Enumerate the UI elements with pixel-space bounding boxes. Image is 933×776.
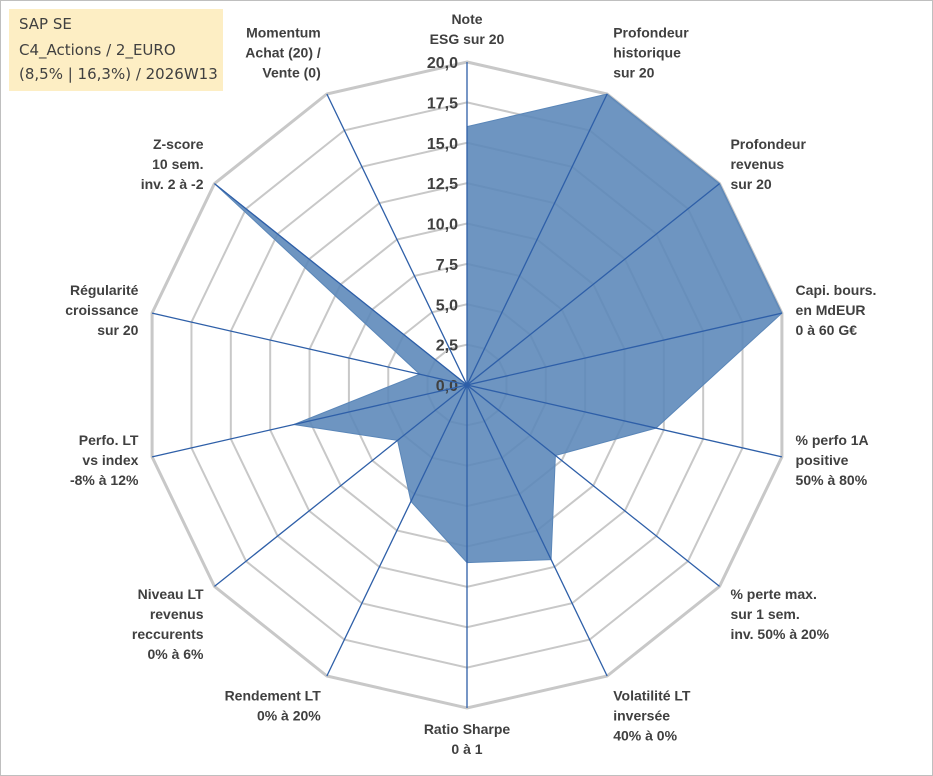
- radar-tick-labels: 0,02,55,07,510,012,515,017,520,0: [427, 55, 458, 395]
- axis-label-5-line-0: % perte max.: [730, 586, 816, 602]
- axis-label-4-line-2: 50% à 80%: [796, 472, 868, 488]
- axis-label-13-line-2: Vente (0): [262, 64, 320, 80]
- axis-label-4: % perfo 1A positive 50% à 80%: [796, 432, 869, 488]
- axis-label-7-line-0: Ratio Sharpe: [424, 721, 511, 737]
- spoke-2: [466, 183, 720, 386]
- axis-label-10-line-1: vs index: [82, 452, 138, 468]
- axis-label-11-line-0: Régularité: [70, 282, 139, 298]
- axis-label-1: Profondeur historique sur 20: [613, 24, 689, 80]
- axis-label-1-line-0: Profondeur: [613, 24, 689, 40]
- axis-label-7-line-1: 0 à 1: [451, 741, 482, 757]
- tick-label-6: 15,0: [427, 136, 458, 153]
- axis-label-2-line-2: sur 20: [730, 176, 771, 192]
- axis-label-5-line-2: inv. 50% à 20%: [730, 626, 829, 642]
- radar-spokes: [151, 62, 783, 708]
- axis-label-8-line-1: 0% à 20%: [257, 708, 321, 724]
- spoke-12: [214, 183, 468, 386]
- axis-label-6-line-1: inversée: [613, 708, 670, 724]
- axis-label-11-line-2: sur 20: [97, 322, 138, 338]
- axis-label-9: Niveau LT revenus reccurents 0% à 6%: [132, 586, 204, 662]
- axis-label-13-line-1: Achat (20) /: [245, 44, 321, 60]
- tick-label-8: 20,0: [427, 55, 458, 72]
- spoke-6: [466, 384, 608, 677]
- axis-label-6-line-0: Volatilité LT: [613, 688, 691, 704]
- tick-label-2: 5,0: [436, 297, 458, 314]
- axis-label-6: Volatilité LT inversée 40% à 0%: [613, 688, 691, 744]
- spoke-10: [151, 384, 468, 458]
- spoke-13: [326, 93, 468, 386]
- axis-label-4-line-0: % perfo 1A: [796, 432, 869, 448]
- axis-label-6-line-2: 40% à 0%: [613, 728, 677, 744]
- tick-label-7: 17,5: [427, 95, 458, 112]
- axis-label-5: % perte max. sur 1 sem. inv. 50% à 20%: [730, 586, 829, 642]
- info-box: SAP SE C4_Actions / 2_EURO (8,5% | 16,3%…: [9, 9, 223, 91]
- axis-label-3-line-2: 0 à 60 G€: [796, 322, 858, 338]
- axis-label-11: Régularité croissance sur 20: [65, 282, 138, 338]
- axis-label-5-line-1: sur 1 sem.: [730, 606, 799, 622]
- tick-label-3: 7,5: [436, 257, 458, 274]
- axis-label-12-line-0: Z-score: [153, 136, 204, 152]
- axis-label-3: Capi. bours. en MdEUR 0 à 60 G€: [796, 282, 877, 338]
- axis-label-3-line-0: Capi. bours.: [796, 282, 877, 298]
- axis-label-12-line-1: 10 sem.: [152, 156, 203, 172]
- axis-label-1-line-1: historique: [613, 44, 681, 60]
- spoke-5: [466, 384, 720, 587]
- company-name: SAP SE: [19, 15, 72, 33]
- axis-label-2-line-1: revenus: [730, 156, 784, 172]
- axis-label-9-line-0: Niveau LT: [138, 586, 204, 602]
- axis-label-8-line-0: Rendement LT: [225, 688, 322, 704]
- axis-label-4-line-1: positive: [796, 452, 849, 468]
- spoke-8: [326, 384, 468, 677]
- axis-label-11-line-1: croissance: [65, 302, 138, 318]
- category-label: C4_Actions / 2_EURO: [19, 41, 176, 59]
- axis-label-12-line-2: inv. 2 à -2: [141, 176, 204, 192]
- axis-label-0-line-1: ESG sur 20: [430, 31, 505, 47]
- axis-label-2: Profondeur revenus sur 20: [730, 136, 806, 192]
- radar-axis-labels: Note ESG sur 20 Profondeur historique sur 20…: [65, 11, 876, 757]
- axis-label-8: Rendement LT 0% à 20%: [225, 688, 322, 724]
- axis-label-0: Note ESG sur 20: [430, 11, 505, 47]
- axis-label-9-line-2: reccurents: [132, 626, 204, 642]
- spoke-3: [466, 312, 783, 386]
- axis-label-1-line-2: sur 20: [613, 64, 654, 80]
- spoke-11: [151, 312, 468, 386]
- axis-label-9-line-3: 0% à 6%: [147, 646, 204, 662]
- spoke-1: [466, 93, 608, 386]
- axis-label-10-line-2: -8% à 12%: [70, 472, 139, 488]
- spoke-9: [214, 384, 468, 587]
- period-label: (8,5% | 16,3%) / 2026W13: [19, 65, 218, 83]
- axis-label-3-line-1: en MdEUR: [796, 302, 866, 318]
- tick-label-5: 12,5: [427, 176, 458, 193]
- tick-label-4: 10,0: [427, 217, 458, 234]
- axis-label-12: Z-score 10 sem. inv. 2 à -2: [141, 136, 204, 192]
- axis-label-10-line-0: Perfo. LT: [79, 432, 139, 448]
- spoke-4: [466, 384, 783, 458]
- axis-label-10: Perfo. LT vs index -8% à 12%: [70, 432, 139, 488]
- tick-label-1: 2,5: [436, 338, 458, 355]
- axis-label-2-line-0: Profondeur: [730, 136, 806, 152]
- axis-label-13-line-0: Momentum: [246, 24, 321, 40]
- axis-label-7: Ratio Sharpe 0 à 1: [424, 721, 511, 757]
- axis-label-9-line-1: revenus: [150, 606, 204, 622]
- axis-label-13: Momentum Achat (20) / Vente (0): [245, 24, 321, 80]
- axis-label-0-line-0: Note: [451, 11, 482, 27]
